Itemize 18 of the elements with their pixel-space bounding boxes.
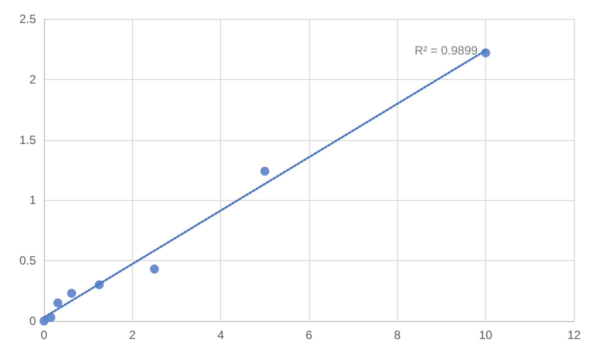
x-tick-label: 8 [394, 328, 401, 342]
x-tick-label: 12 [567, 328, 581, 342]
point [53, 298, 62, 308]
y-tick-label: 0 [29, 314, 36, 328]
point [150, 264, 159, 274]
y-tick-label: 1 [29, 193, 36, 208]
x-tick-label: 2 [128, 328, 136, 342]
x-tick-label: 0 [40, 328, 48, 342]
x-tick-label: 4 [217, 328, 224, 342]
y-tick-label: 1.5 [19, 132, 36, 147]
y-tick-label: 0.5 [19, 254, 36, 268]
y-tick-label: 2 [29, 72, 36, 86]
x-tick-label: 6 [306, 328, 313, 342]
x-tick-label: 10 [478, 328, 493, 342]
y-tick-label: 2.5 [19, 12, 36, 26]
annotation: R² = 0.9899 [414, 43, 478, 58]
point [260, 166, 270, 176]
point [67, 288, 76, 298]
